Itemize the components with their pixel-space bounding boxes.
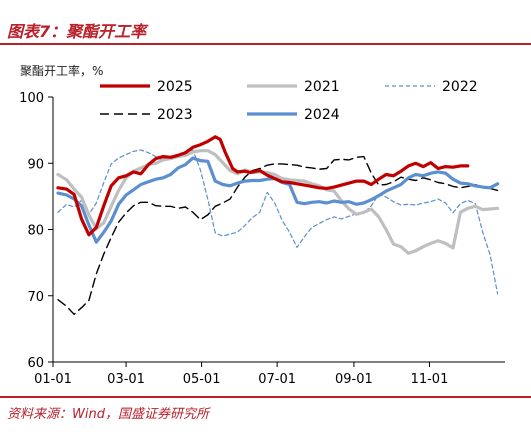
source-note: 资料来源：Wind，国盛证券研究所 <box>7 407 209 422</box>
x-tick-label: 05-01 <box>183 372 221 387</box>
legend-label-2024: 2024 <box>304 107 340 123</box>
figure-title: 图表7：聚酯开工率 <box>7 22 147 41</box>
legend-label-2021: 2021 <box>304 79 340 95</box>
title-divider <box>0 43 531 45</box>
footer-divider <box>0 396 531 398</box>
legend-label-2025: 2025 <box>157 79 193 95</box>
series-line-2025 <box>56 135 470 237</box>
y-axis-label: 聚酯开工率，% <box>20 64 104 78</box>
series-line-2024 <box>56 156 500 244</box>
y-tick-label: 90 <box>27 157 44 172</box>
series-line-2021 <box>56 149 500 255</box>
y-tick-label: 60 <box>27 356 44 371</box>
x-tick-label: 03-01 <box>107 372 145 387</box>
y-tick-label: 100 <box>19 91 44 106</box>
series-line-2022 <box>57 149 499 295</box>
figure-header: 图表7：聚酯开工率 <box>0 0 531 46</box>
x-tick-label: 07-01 <box>258 372 296 387</box>
y-tick-label: 70 <box>27 290 44 305</box>
legend-label-2023: 2023 <box>157 107 193 123</box>
y-tick-label: 80 <box>27 224 44 239</box>
x-tick-label: 01-01 <box>34 372 72 387</box>
x-tick-label: 09-01 <box>335 372 373 387</box>
x-tick-label: 11-01 <box>411 372 449 387</box>
series-line-2023 <box>57 155 499 315</box>
legend-label-2022: 2022 <box>442 79 478 95</box>
